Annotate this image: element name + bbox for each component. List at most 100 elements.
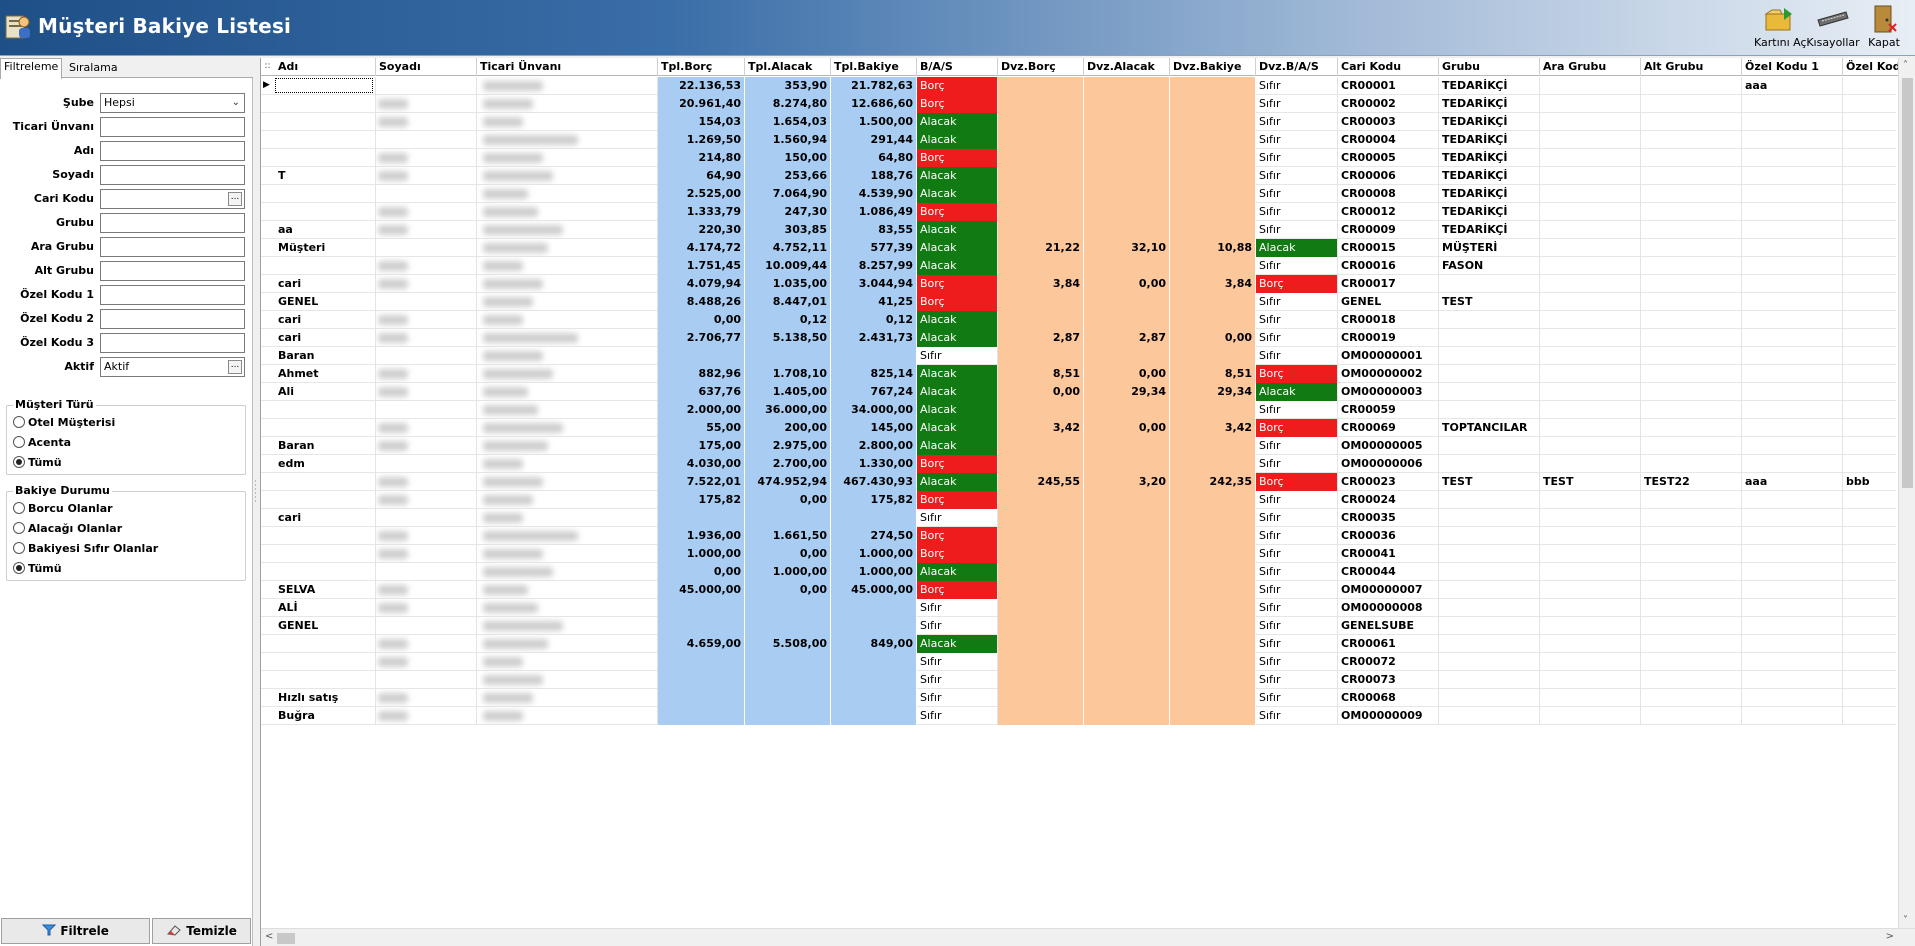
table-cell[interactable] [1439,545,1540,563]
table-cell[interactable]: Alacak [917,257,998,275]
table-cell[interactable] [1742,527,1843,545]
table-cell[interactable] [1843,383,1903,401]
table-cell[interactable]: CR00001 [1338,77,1439,95]
table-cell[interactable] [998,347,1084,365]
table-cell[interactable] [1742,383,1843,401]
table-cell[interactable] [275,203,376,221]
table-cell[interactable] [376,419,477,437]
table-cell[interactable] [1641,635,1742,653]
column-header[interactable]: Dvz.B/A/S [1256,58,1338,76]
table-cell[interactable] [477,149,658,167]
table-cell[interactable] [1084,77,1170,95]
table-cell[interactable] [1742,239,1843,257]
table-cell[interactable]: Sıfır [1256,113,1338,131]
table-cell[interactable]: 4.539,90 [831,185,917,203]
table-cell[interactable]: Sıfır [1256,347,1338,365]
table-cell[interactable] [376,635,477,653]
table-cell[interactable] [1843,617,1903,635]
table-cell[interactable]: 0,12 [745,311,831,329]
table-cell[interactable] [998,671,1084,689]
table-cell[interactable]: 1.000,00 [658,545,745,563]
table-cell[interactable]: MÜŞTERİ [1439,239,1540,257]
table-cell[interactable] [1084,203,1170,221]
table-cell[interactable] [376,113,477,131]
table-cell[interactable] [1084,671,1170,689]
table-cell[interactable] [1540,113,1641,131]
table-cell[interactable]: CR00023 [1338,473,1439,491]
table-cell[interactable]: 882,96 [658,365,745,383]
table-row[interactable]: 0,00 1.000,00 1.000,00 Alacak Sıfır CR00044 [261,563,1903,581]
table-cell[interactable] [477,113,658,131]
table-cell[interactable]: 1.086,49 [831,203,917,221]
table-cell[interactable]: CR00024 [1338,491,1439,509]
table-cell[interactable] [376,581,477,599]
table-cell[interactable] [1843,113,1903,131]
table-cell[interactable]: 849,00 [831,635,917,653]
table-cell[interactable]: TEST [1540,473,1641,491]
vertical-scroll-thumb[interactable] [1902,78,1913,488]
table-cell[interactable] [1170,257,1256,275]
table-cell[interactable] [1742,581,1843,599]
table-row[interactable]: Ahmet 882,96 1.708,10 825,14 Alacak 8,51 0,00 8… [261,365,1903,383]
table-cell[interactable] [477,401,658,419]
table-cell[interactable] [1170,581,1256,599]
table-cell[interactable]: 41,25 [831,293,917,311]
table-cell[interactable] [477,257,658,275]
table-cell[interactable] [1540,635,1641,653]
table-cell[interactable] [831,617,917,635]
table-cell[interactable] [1843,509,1903,527]
table-cell[interactable] [376,77,477,95]
table-cell[interactable] [1742,707,1843,725]
table-cell[interactable]: 274,50 [831,527,917,545]
table-cell[interactable] [1641,131,1742,149]
radio-hotel-customer[interactable]: Otel Müşterisi [13,416,115,434]
trade-title-input[interactable] [100,117,245,137]
table-row[interactable]: cari 4.079,94 1.035,00 3.044,94 Borç 3,84 0,00… [261,275,1903,293]
table-cell[interactable] [998,563,1084,581]
table-cell[interactable] [1843,293,1903,311]
table-cell[interactable] [1742,275,1843,293]
radio-creditors[interactable]: Alacağı Olanlar [13,522,122,540]
table-cell[interactable]: ALİ [275,599,376,617]
horizontal-scroll-thumb[interactable] [277,933,295,944]
surname-input[interactable] [100,165,245,185]
table-cell[interactable]: TEST [1439,293,1540,311]
table-row[interactable]: Baran 175,00 2.975,00 2.800,00 Alacak Sıfır OM… [261,437,1903,455]
table-cell[interactable]: OM00000005 [1338,437,1439,455]
table-cell[interactable] [998,293,1084,311]
table-cell[interactable] [1084,293,1170,311]
table-cell[interactable]: Borç [1256,419,1338,437]
table-cell[interactable]: cari [275,275,376,293]
table-cell[interactable]: TEDARİKÇİ [1439,95,1540,113]
table-cell[interactable]: 4.030,00 [658,455,745,473]
table-cell[interactable] [376,617,477,635]
table-cell[interactable] [1641,329,1742,347]
table-cell[interactable]: Sıfır [917,671,998,689]
table-cell[interactable] [1641,455,1742,473]
table-row[interactable]: 1.333,79 247,30 1.086,49 Borç Sıfır CR00012 TE… [261,203,1903,221]
table-cell[interactable] [477,185,658,203]
table-cell[interactable]: Borç [917,95,998,113]
column-header[interactable]: B/A/S [917,58,998,76]
table-cell[interactable] [1641,581,1742,599]
table-cell[interactable]: OM00000002 [1338,365,1439,383]
table-cell[interactable]: 1.405,00 [745,383,831,401]
table-cell[interactable]: 1.330,00 [831,455,917,473]
table-cell[interactable] [1641,221,1742,239]
table-cell[interactable] [1439,329,1540,347]
column-header[interactable]: Alt Grubu [1641,58,1742,76]
open-card-button[interactable]: Kartını Aç [1754,2,1807,54]
table-cell[interactable] [1641,275,1742,293]
table-cell[interactable] [1170,671,1256,689]
table-cell[interactable]: 825,14 [831,365,917,383]
table-cell[interactable]: TEDARİKÇİ [1439,77,1540,95]
table-cell[interactable] [376,365,477,383]
table-cell[interactable] [376,491,477,509]
scroll-up-icon[interactable]: ˄ [1903,60,1908,71]
column-header[interactable]: Tpl.Bakiye [831,58,917,76]
table-cell[interactable] [1084,185,1170,203]
table-cell[interactable] [376,437,477,455]
table-cell[interactable]: CR00012 [1338,203,1439,221]
table-cell[interactable]: 0,00 [658,311,745,329]
table-cell[interactable] [275,473,376,491]
